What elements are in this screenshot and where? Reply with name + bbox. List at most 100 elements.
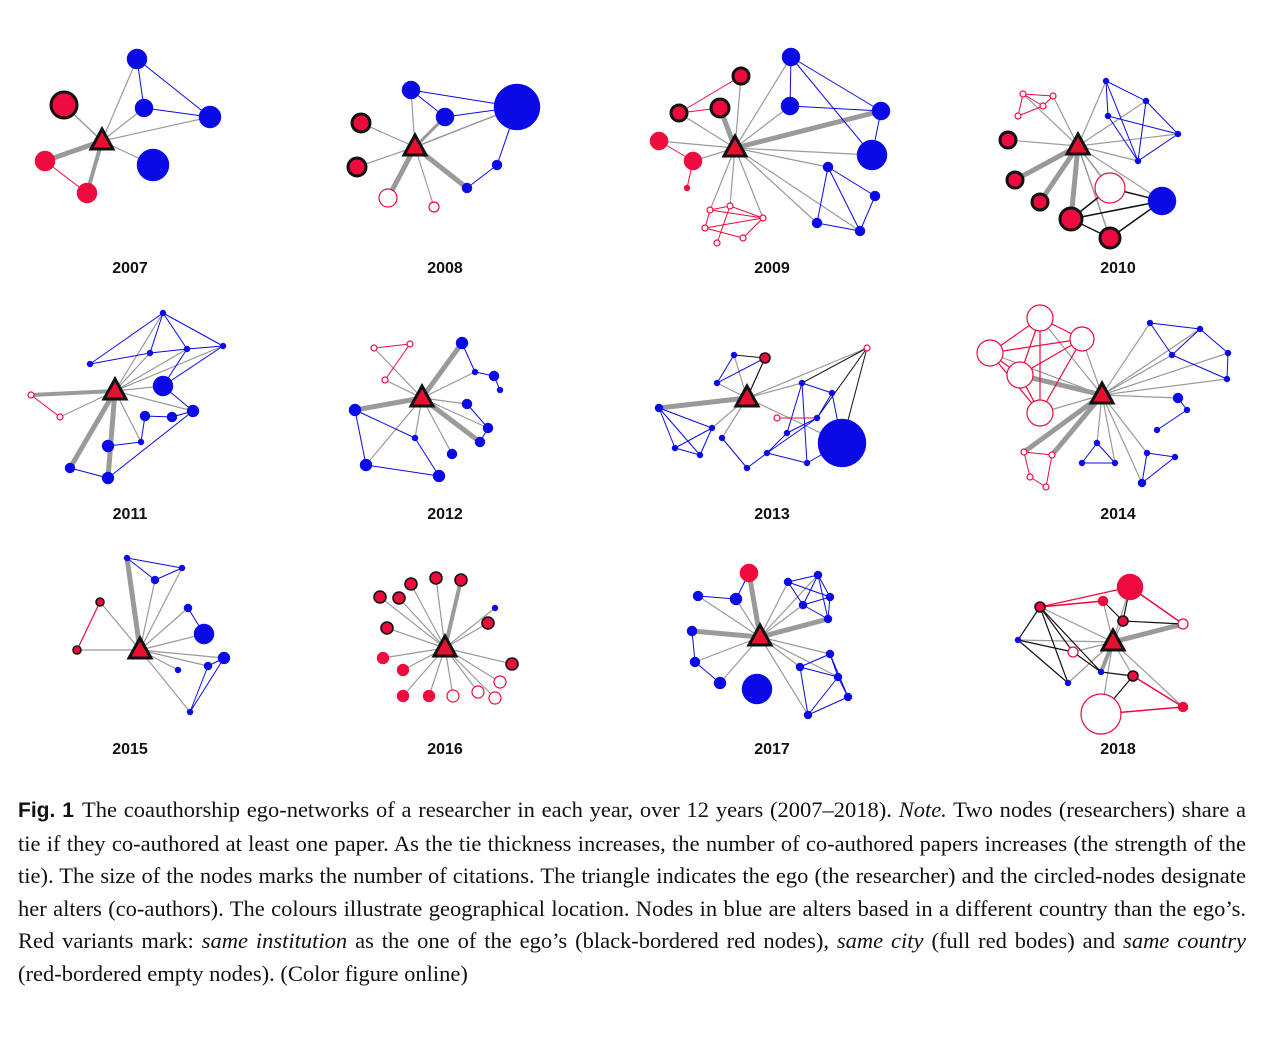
tie-2010-5 [1052, 95, 1079, 147]
tie-2009-14 [734, 147, 764, 219]
ego-triangle-2017 [746, 621, 774, 647]
alter-node-2012-11 [359, 458, 373, 472]
tie-2009-32 [704, 227, 744, 239]
tie-2015-13 [126, 557, 183, 569]
alter-node-2010-15 [1094, 172, 1126, 204]
alter-node-2012-1 [406, 340, 414, 348]
alter-node-2017-5 [713, 676, 727, 690]
ego-triangle-2018 [1099, 626, 1127, 652]
alter-node-2015-9 [186, 708, 194, 716]
tie-2014-28 [1199, 328, 1229, 354]
tie-2007-2 [101, 116, 211, 142]
tie-2017-12 [759, 636, 839, 678]
tie-2011-12 [162, 312, 188, 350]
tie-2009-4 [734, 147, 829, 168]
tie-2009-2 [732, 108, 884, 151]
figure-caption: Fig. 1 The coauthorship ego-networks of a… [18, 794, 1246, 990]
alter-node-2015-7 [217, 651, 231, 665]
alter-node-2018-11 [1177, 701, 1189, 713]
tie-2012-19 [365, 464, 440, 477]
tie-2013-25 [766, 452, 808, 464]
tie-2014-5 [1101, 322, 1151, 396]
tie-2016-7 [444, 647, 513, 665]
alter-node-2011-10 [101, 439, 115, 453]
tie-2014-6 [1101, 328, 1201, 396]
tie-2015-1 [139, 579, 156, 651]
tie-2014-38 [1023, 451, 1053, 456]
network-panel-2016 [373, 571, 519, 705]
tie-2009-17 [789, 105, 882, 112]
tie-2014-34 [1156, 409, 1188, 431]
alter-node-2008-2 [493, 83, 541, 131]
tie-2011-0 [114, 312, 164, 392]
alter-node-2014-16 [1042, 483, 1050, 491]
tie-2010-16 [1107, 115, 1139, 162]
tie-2017-6 [759, 581, 789, 638]
tie-2013-19 [658, 407, 701, 456]
alter-node-2008-5 [350, 112, 372, 134]
tie-2012-18 [354, 409, 367, 466]
tie-2014-31 [1171, 354, 1228, 380]
alter-node-2011-0 [159, 309, 167, 317]
tie-2011-14 [186, 345, 224, 350]
alter-node-2009-16 [759, 214, 767, 222]
alter-node-2017-1 [692, 590, 704, 602]
tie-2014-8 [1101, 378, 1228, 396]
caption-note-label: Note. [898, 797, 947, 822]
alter-node-2013-16 [803, 459, 811, 467]
alter-node-2010-14 [1098, 226, 1122, 250]
alter-node-2016-1 [392, 591, 406, 605]
alter-node-2014-13 [1020, 448, 1028, 456]
alter-node-2009-6 [811, 217, 823, 229]
tie-2014-22 [1039, 338, 1083, 414]
tie-2009-33 [742, 217, 764, 239]
network-panel-2013 [654, 344, 871, 472]
network-panel-2008 [346, 80, 541, 213]
tie-2009-34 [709, 209, 764, 219]
alter-node-2012-0 [370, 344, 378, 352]
alter-node-2016-6 [491, 604, 499, 612]
tie-2010-21 [1022, 93, 1054, 97]
alter-node-2007-0 [126, 48, 148, 70]
tie-2016-8 [386, 627, 446, 649]
alter-node-2009-5 [869, 190, 881, 202]
alter-node-2016-0 [373, 590, 387, 604]
alter-node-2012-10 [348, 403, 362, 417]
tie-2018-0 [1039, 606, 1114, 643]
alter-node-2009-9 [709, 97, 731, 119]
tie-2017-32 [799, 666, 809, 716]
alter-node-2009-3 [856, 139, 888, 171]
tie-2013-13 [816, 347, 868, 419]
tie-2017-7 [759, 574, 819, 638]
tie-2017-27 [799, 653, 831, 668]
alter-node-2015-8 [203, 661, 213, 671]
tie-2018-11 [1112, 641, 1184, 708]
tie-2012-0 [373, 347, 423, 399]
caption-text-5: (red-bordered empty nodes). (Color figur… [18, 960, 468, 986]
alter-node-2013-4 [654, 403, 664, 413]
tie-2013-17 [674, 447, 701, 456]
alter-node-2018-10 [1080, 693, 1122, 735]
tie-2010-17 [1105, 80, 1109, 117]
tie-2012-20 [414, 437, 440, 477]
tie-2010-13 [1105, 80, 1147, 102]
caption-text-4: (full red bodes) and [923, 928, 1124, 953]
tie-2014-10 [1101, 394, 1179, 399]
tie-2009-3 [734, 147, 873, 156]
tie-2008-12 [466, 164, 498, 189]
tie-2009-21 [816, 166, 829, 224]
ego-triangle-2015 [126, 634, 154, 660]
tie-2011-1 [114, 345, 224, 392]
alter-node-2016-3 [429, 571, 443, 585]
alter-node-2010-6 [1049, 92, 1057, 100]
tie-2015-14 [76, 601, 101, 651]
tie-2013-21 [801, 382, 833, 394]
tie-2007-8 [136, 58, 211, 118]
alter-node-2013-6 [696, 451, 704, 459]
tie-2014-29 [1226, 352, 1229, 380]
tie-2012-2 [419, 340, 465, 401]
tie-2018-17 [1017, 639, 1074, 653]
alter-node-2017-3 [686, 625, 698, 637]
alter-node-2014-5 [1146, 319, 1154, 327]
alter-node-2007-1 [134, 98, 154, 118]
